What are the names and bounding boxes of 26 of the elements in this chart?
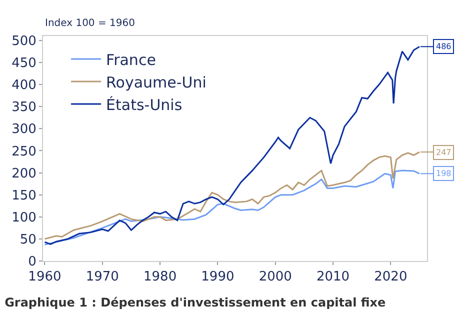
text: Graphique 1 : Dépenses d'investissement en capital fixe xyxy=(4,295,386,310)
y-tick-label: 300 xyxy=(12,122,36,138)
data-label: 198 xyxy=(436,169,452,178)
y-tick-label: 250 xyxy=(12,144,36,160)
y-tick-label: 450 xyxy=(12,56,36,72)
y-tick-label: 50 xyxy=(20,232,36,248)
y-tick-label: 100 xyxy=(12,210,36,226)
x-tick-label: 1970 xyxy=(86,270,119,285)
x-tick-label: 1960 xyxy=(28,270,62,285)
data-label: 247 xyxy=(436,148,452,157)
y-axis-title: Index 100 = 1960 xyxy=(45,18,135,29)
y-tick-label: 0 xyxy=(28,254,36,270)
x-tick-label: 2000 xyxy=(258,270,292,285)
x-tick-label: 2010 xyxy=(316,270,350,285)
y-tick-label: 400 xyxy=(12,78,36,94)
x-tick-label: 1990 xyxy=(201,270,234,285)
legend-label: Royaume-Uni xyxy=(106,73,206,92)
legend-label: France xyxy=(106,50,156,69)
y-tick-label: 150 xyxy=(12,188,36,204)
data-label: 486 xyxy=(436,42,452,51)
y-tick-label: 350 xyxy=(12,100,36,116)
legend-label: États-Unis xyxy=(106,96,182,114)
x-tick-label: 1980 xyxy=(144,270,177,285)
x-tick-label: 2020 xyxy=(374,270,408,285)
y-tick-label: 500 xyxy=(12,34,36,49)
y-tick-label: 200 xyxy=(12,166,36,182)
